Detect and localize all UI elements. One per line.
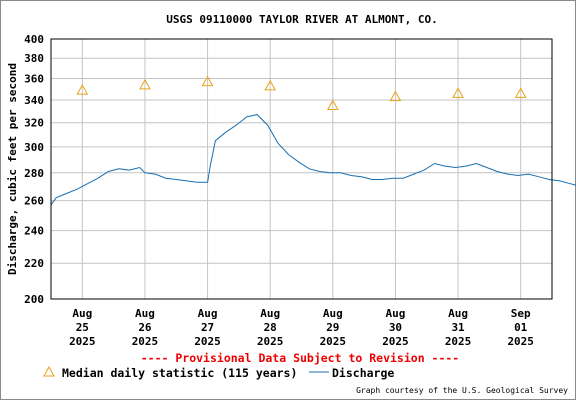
y-tick-label: 360 — [24, 73, 44, 86]
x-tick-label: 2025 — [507, 335, 534, 348]
x-tick-label: Aug — [386, 307, 406, 320]
x-tick-label: 2025 — [320, 335, 347, 348]
x-tick-label: 2025 — [382, 335, 409, 348]
y-tick-label: 340 — [24, 94, 44, 107]
median-point — [452, 87, 464, 98]
median-point — [326, 99, 339, 111]
y-tick-label: 400 — [24, 33, 44, 46]
median-point — [389, 90, 402, 102]
x-tick-label: 26 — [138, 321, 152, 334]
y-tick-label: 260 — [24, 195, 44, 208]
y-tick-label: 300 — [24, 141, 44, 154]
y-tick-label: 200 — [24, 293, 44, 306]
plot-area-border — [50, 38, 553, 300]
x-tick-label: 29 — [326, 321, 339, 334]
x-tick-label: Aug — [323, 307, 343, 320]
x-tick-label: 28 — [264, 321, 277, 334]
x-tick-label: Sep — [511, 307, 531, 320]
y-tick-label: 220 — [24, 257, 44, 270]
x-tick-label: Aug — [260, 307, 280, 320]
grid — [51, 38, 552, 300]
x-tick-label: Aug — [135, 307, 155, 320]
x-tick-label: 30 — [389, 321, 402, 334]
x-tick-label: 25 — [76, 321, 89, 334]
legend-discharge-label: Discharge — [332, 366, 394, 380]
y-tick-label: 280 — [24, 167, 44, 180]
x-tick-label: 2025 — [445, 335, 472, 348]
median-series — [76, 75, 527, 111]
x-tick-label: 2025 — [257, 335, 284, 348]
discharge-line — [50, 114, 576, 206]
median-point — [201, 75, 214, 87]
x-tick-label: 2025 — [69, 335, 96, 348]
y-tick-label: 240 — [24, 225, 44, 238]
discharge-series — [50, 114, 576, 206]
x-tick-label: Aug — [72, 307, 92, 320]
median-point — [139, 78, 151, 90]
chart-title: USGS 09110000 TAYLOR RIVER AT ALMONT, CO… — [166, 13, 438, 26]
legend-triangle-icon — [43, 365, 55, 377]
median-point — [76, 84, 89, 95]
x-tick-label: Aug — [198, 307, 218, 320]
x-tick-label: 27 — [201, 321, 214, 334]
median-point — [514, 87, 527, 98]
usgs-credit: Graph courtesy of the U.S. Geological Su… — [356, 386, 568, 395]
x-axis-ticks: Aug252025Aug262025Aug272025Aug282025Aug2… — [69, 307, 534, 348]
y-axis-label: Discharge, cubic feet per second — [6, 63, 19, 275]
x-tick-label: 31 — [451, 321, 465, 334]
x-tick-label: 2025 — [132, 335, 159, 348]
legend-median-label: Median daily statistic (115 years) — [62, 366, 297, 380]
median-point — [264, 79, 277, 91]
provisional-notice: ---- Provisional Data Subject to Revisio… — [141, 351, 460, 365]
y-tick-label: 380 — [24, 52, 44, 65]
y-axis-ticks: 200 220 240 260 280 300 320 340 360 380 400 — [24, 33, 44, 306]
x-tick-label: 01 — [514, 321, 528, 334]
x-tick-label: Aug — [448, 307, 468, 320]
x-tick-label: 2025 — [194, 335, 221, 348]
y-tick-label: 320 — [24, 117, 44, 130]
